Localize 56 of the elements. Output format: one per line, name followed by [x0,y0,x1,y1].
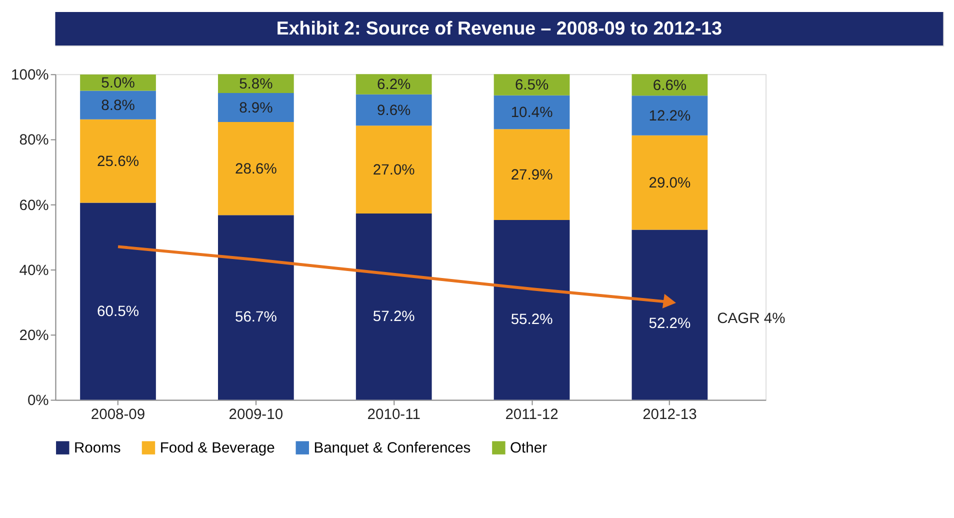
bar [218,74,294,94]
bar [356,94,432,126]
bar [356,126,432,214]
x-tick-label: 2012-13 [642,406,697,423]
data-label: 12.2% [648,108,691,124]
data-label: 5.8% [239,76,273,93]
bar [218,122,294,216]
y-tick-label: 80% [19,132,49,149]
data-label: 57.2% [372,308,415,325]
bar [218,215,294,400]
data-label: 27.0% [372,162,415,178]
data-label: 56.7% [234,310,277,326]
bar [494,74,570,96]
annotation: CAGR 4% [717,310,786,327]
bar [632,135,708,230]
legend-label: Rooms [74,440,121,457]
y-tick-label: 20% [19,328,49,344]
data-label: 8.8% [101,98,135,114]
bar [632,96,708,136]
bar [80,90,156,120]
data-label: 10.4% [510,105,553,122]
x-tick-label: 2011-12 [505,406,558,423]
data-label: 52.2% [648,316,691,332]
bar [356,213,432,400]
data-label: 6.5% [514,78,549,94]
data-label: 8.9% [239,100,273,116]
data-label: 27.9% [510,168,553,184]
legend-label: Banquet & Conferences [314,440,471,457]
y-tick-label: 0% [27,393,49,410]
data-label: 6.2% [377,77,411,94]
data-label: 25.6% [97,154,139,170]
y-tick-label: 60% [19,198,49,214]
x-tick-label: 2009-10 [228,406,284,423]
bar [494,129,570,220]
x-tick-label: 2008-09 [90,406,146,423]
data-label: 5.0% [101,76,135,92]
bar [494,95,570,130]
y-tick-label: 100% [11,68,49,84]
data-label: 9.6% [377,102,411,119]
bar [218,93,294,122]
data-label: 29.0% [648,175,691,192]
x-tick-label: 2010-11 [367,406,420,423]
legend-label: Food & Beverage [160,440,275,457]
y-tick-label: 40% [19,262,49,279]
bar [632,74,708,96]
data-label: 60.5% [97,304,139,320]
bar [632,230,708,400]
data-label: 6.6% [652,78,687,94]
legend-label: Other [510,440,548,457]
data-label: 28.6% [234,161,277,178]
bar [494,220,570,400]
bar [356,74,432,94]
bar [80,119,156,203]
data-label: 55.2% [510,312,553,328]
bar [80,202,156,400]
chart-title: Exhibit 2: Source of Revenue – 2008-09 to 2012-13 [276,18,722,39]
